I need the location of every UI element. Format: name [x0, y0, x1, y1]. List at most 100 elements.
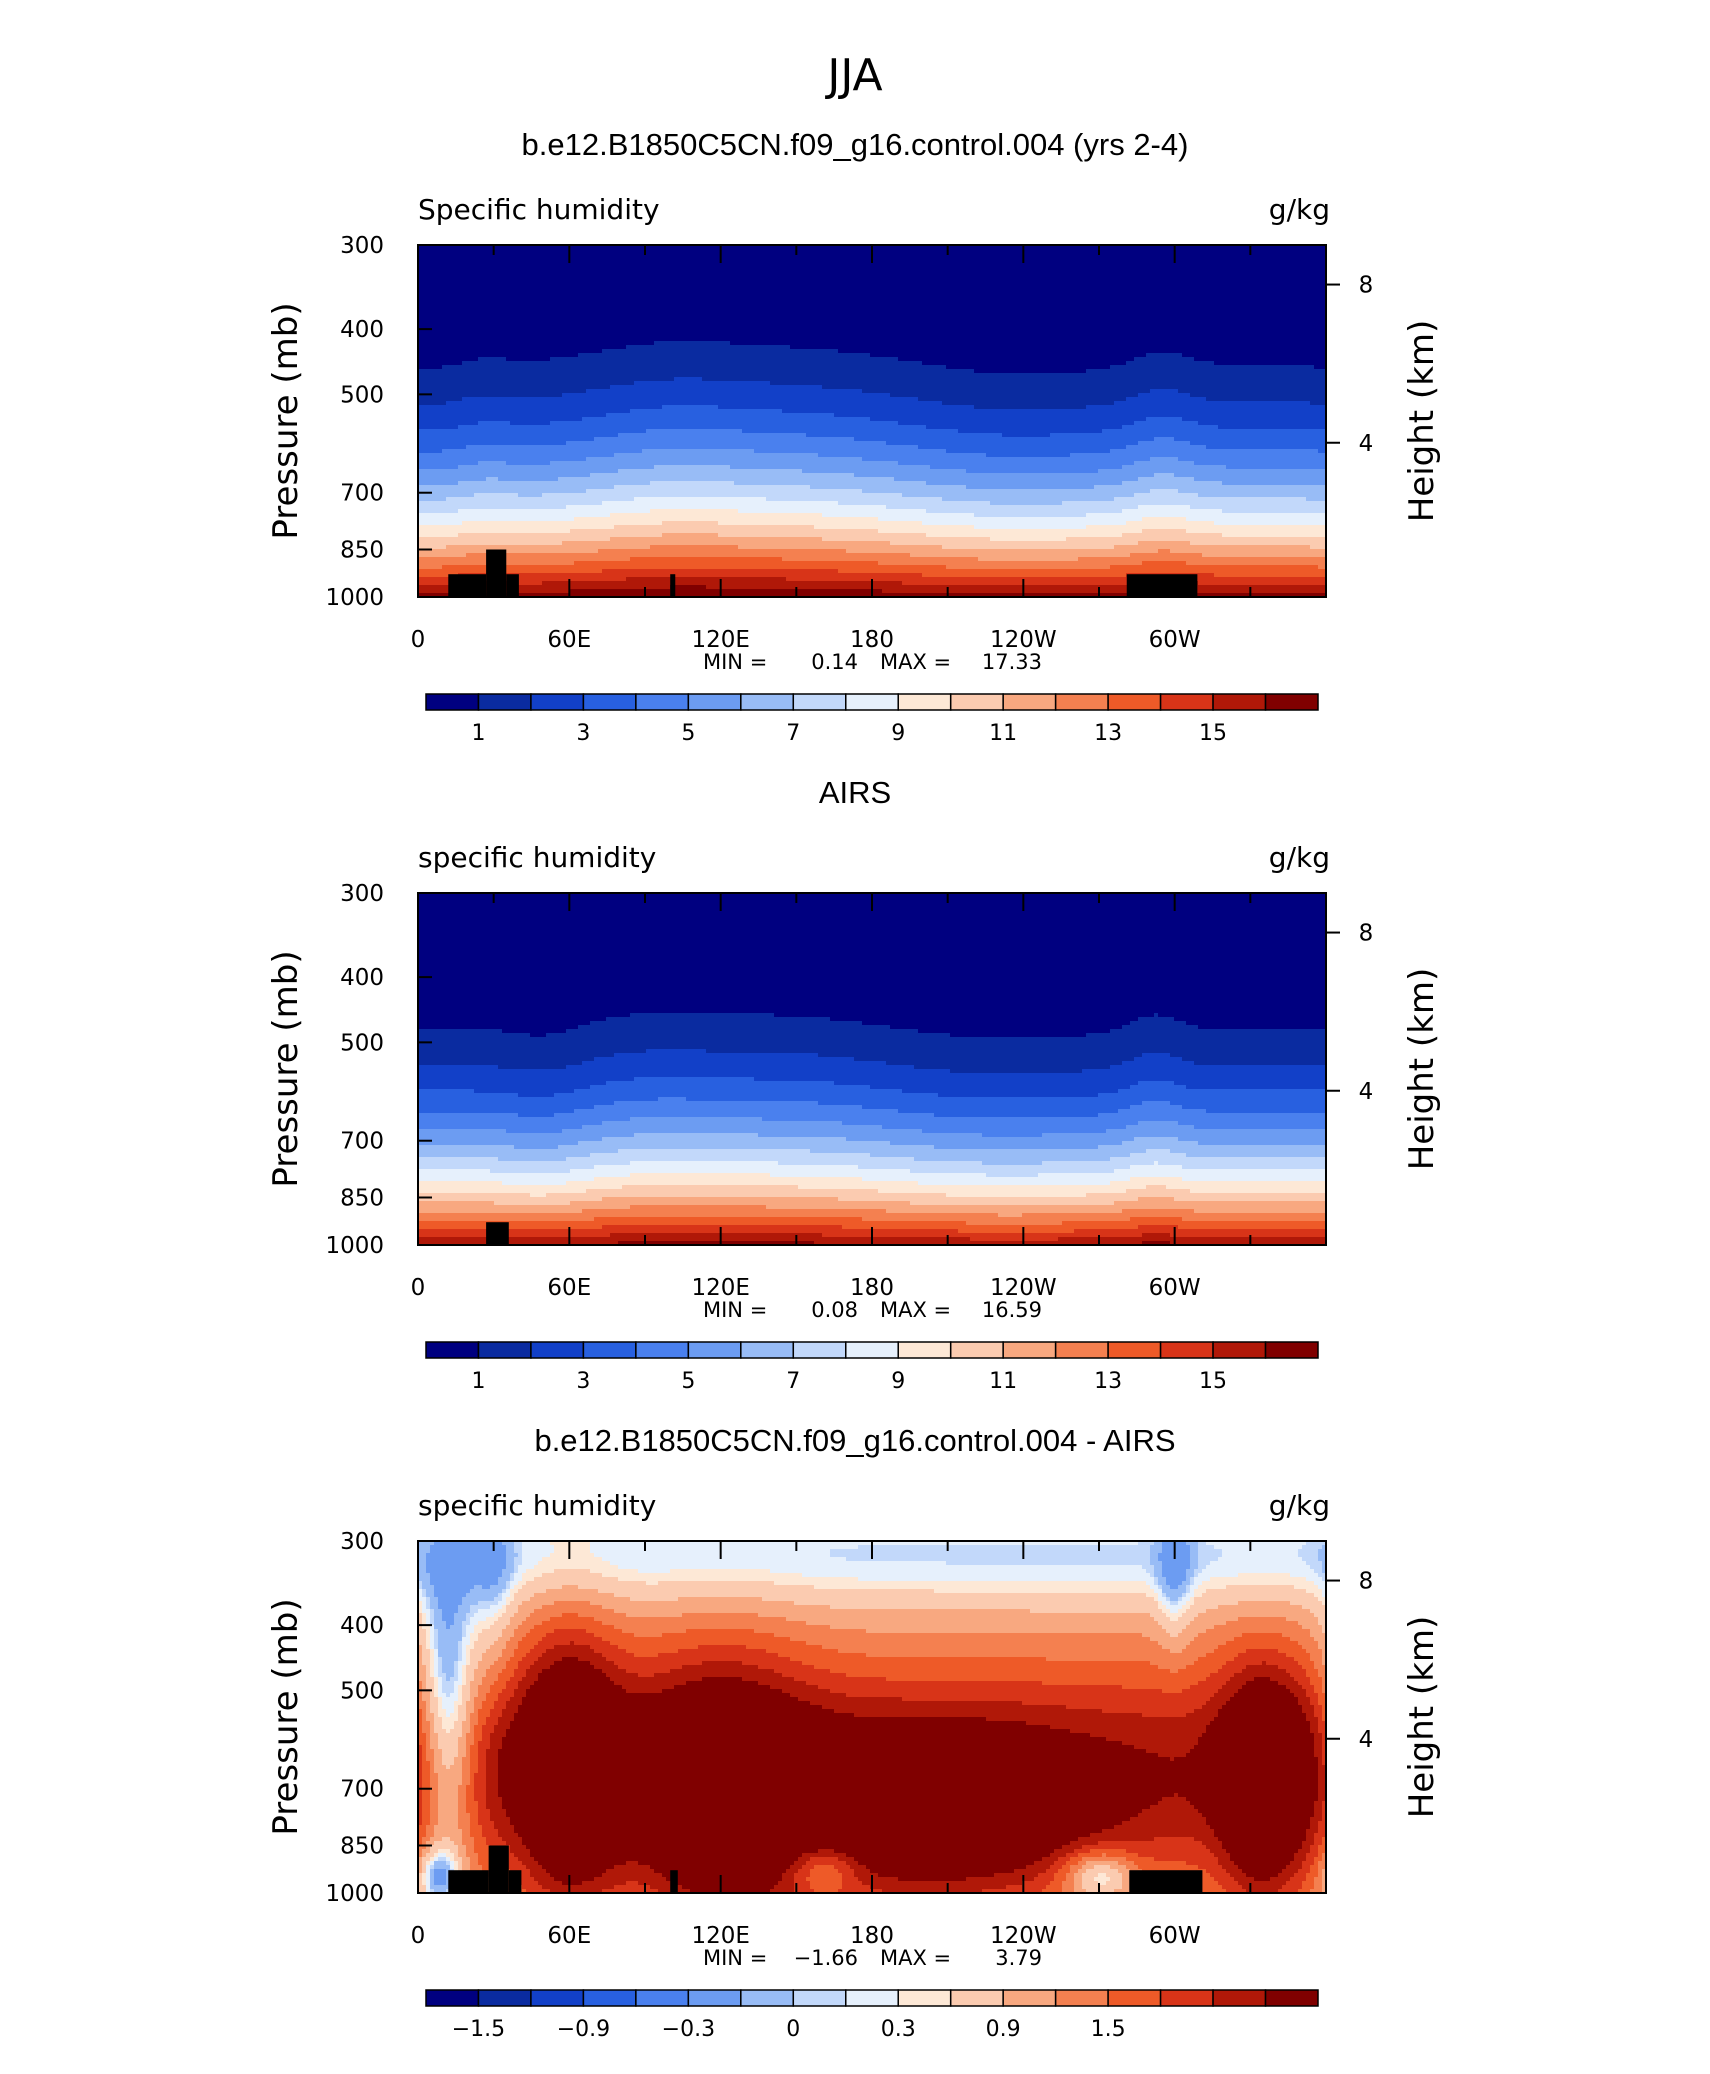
field-cells	[418, 1541, 1326, 1893]
colorbar-swatch	[740, 1341, 795, 1359]
y-axis-right-title: Height (km)	[1402, 320, 1442, 523]
panel-2: AIRS specific humidity g/kg 0 60E 120E 180 120W…	[266, 775, 1442, 1394]
topography-block	[508, 1870, 522, 1893]
units-label: g/kg	[1269, 193, 1330, 226]
topography-mask	[448, 1845, 1203, 1893]
y-tick-label: 850	[340, 1833, 384, 1859]
max-label: MAX =	[880, 1946, 951, 1970]
y-tick-label: 500	[340, 382, 384, 408]
y-tick-label: 500	[340, 1678, 384, 1704]
x-tick-label: 180	[850, 1923, 894, 1949]
colorbar: 1 3 5 7 9 11 13 15	[425, 1341, 1319, 1394]
colorbar-swatch	[897, 1989, 952, 2007]
colorbar-swatch	[477, 1989, 532, 2007]
y-tick-label: 700	[340, 1129, 384, 1155]
topography-block	[1126, 574, 1198, 597]
max-value: 16.59	[982, 1298, 1042, 1322]
panel-title: b.e12.B1850C5CN.f09_g16.control.004 - AI…	[534, 1423, 1175, 1458]
colorbar-label: −1.5	[452, 2017, 505, 2042]
colorbar-swatch	[792, 1341, 847, 1359]
min-max: MIN = 0.14 MAX = 17.33	[703, 650, 1042, 674]
x-tick-label: 0	[411, 1923, 426, 1949]
y-axis-right: 8 4 Height (km)	[1326, 1569, 1442, 1818]
y-tick-label: 500	[340, 1030, 384, 1056]
x-tick-label: 60E	[547, 627, 591, 653]
colorbar-swatch	[1159, 1341, 1214, 1359]
colorbar-swatch	[530, 1341, 585, 1359]
y-axis: 300 400 500 700 850 1000 Pressure (mb)	[266, 881, 432, 1259]
y-tick-label: 850	[340, 1185, 384, 1211]
y-tick-label: 400	[340, 1613, 384, 1639]
colorbar: −1.5 −0.9 −0.3 0 0.3 0.9 1.5	[425, 1989, 1319, 2042]
y-axis-right-title: Height (km)	[1402, 968, 1442, 1171]
colorbar-label: 9	[891, 1369, 905, 1394]
y-tick-label: 300	[340, 1529, 384, 1555]
x-tick-label: 0	[411, 1275, 426, 1301]
colorbar-swatch	[1264, 1341, 1319, 1359]
colorbar-swatch	[635, 693, 690, 711]
colorbar-label: 5	[681, 721, 695, 746]
panel-title: AIRS	[819, 775, 891, 810]
topography-mask	[486, 1222, 509, 1245]
x-axis: 0 60E 120E 180 120W 60W	[411, 1541, 1327, 1949]
colorbar-label: 9	[891, 721, 905, 746]
colorbar-swatch	[477, 1341, 532, 1359]
colorbar-swatch	[635, 1341, 690, 1359]
panel-title: b.e12.B1850C5CN.f09_g16.control.004 (yrs…	[522, 127, 1189, 162]
colorbar-label: 11	[989, 721, 1017, 746]
colorbar-swatch	[687, 1341, 742, 1359]
colorbar-label: 1	[471, 721, 485, 746]
colorbar-swatch	[1002, 693, 1057, 711]
field-cells	[418, 893, 1326, 1245]
topography-block	[670, 574, 676, 597]
colorbar-swatch	[845, 1989, 899, 2007]
colorbar-label: 3	[576, 1369, 590, 1394]
colorbar-swatch	[425, 693, 480, 711]
colorbar-swatch	[530, 1989, 585, 2007]
colorbar-swatch	[740, 1989, 795, 2007]
panel-3: b.e12.B1850C5CN.f09_g16.control.004 - AI…	[266, 1423, 1442, 2042]
colorbar-swatch	[1212, 693, 1267, 711]
y-tick-right-label: 8	[1359, 921, 1374, 947]
max-value: 17.33	[982, 650, 1042, 674]
y-tick-label: 700	[340, 1777, 384, 1803]
x-tick-label: 180	[850, 627, 894, 653]
colorbar-swatch	[582, 1341, 637, 1359]
min-max: MIN = 0.08 MAX = 16.59	[703, 1298, 1042, 1322]
colorbar-label: −0.3	[662, 2017, 715, 2042]
colorbar-label: 15	[1199, 1369, 1227, 1394]
colorbar-swatch	[1264, 1989, 1319, 2007]
y-axis-right: 8 4 Height (km)	[1326, 273, 1442, 523]
y-tick-label: 400	[340, 317, 384, 343]
y-axis: 300 400 500 700 850 1000 Pressure (mb)	[266, 1529, 432, 1907]
y-axis-title: Pressure (mb)	[266, 950, 306, 1187]
colorbar-swatch	[897, 1341, 952, 1359]
units-label: g/kg	[1269, 841, 1330, 874]
y-tick-right-label: 4	[1359, 431, 1374, 457]
colorbar-label: 0.9	[986, 2017, 1021, 2042]
colorbar-swatch	[425, 1989, 480, 2007]
y-tick-label: 700	[340, 481, 384, 507]
colorbar-label: 1	[471, 1369, 485, 1394]
colorbar-swatch	[792, 693, 847, 711]
colorbar-swatch	[897, 693, 952, 711]
y-tick-right-label: 4	[1359, 1079, 1374, 1105]
colorbar-label: −0.9	[557, 2017, 610, 2042]
topography-block	[448, 574, 487, 597]
min-label: MIN =	[703, 650, 767, 674]
x-tick-label: 120W	[990, 627, 1057, 653]
colorbar-label: 13	[1094, 1369, 1122, 1394]
x-tick-label: 60E	[547, 1923, 591, 1949]
colorbar-swatch	[687, 1989, 742, 2007]
colorbar-swatch	[582, 693, 637, 711]
colorbar-swatch	[1054, 1989, 1109, 2007]
colorbar-label: 3	[576, 721, 590, 746]
colorbar-swatch	[1107, 693, 1162, 711]
max-value: 3.79	[995, 1946, 1042, 1970]
topography-block	[448, 1870, 489, 1893]
x-tick-label: 60W	[1149, 627, 1201, 653]
y-axis: 300 400 500 700 850 1000 Pressure (mb)	[266, 233, 432, 611]
colorbar-swatch	[530, 693, 585, 711]
min-label: MIN =	[703, 1946, 767, 1970]
x-tick-label: 120E	[691, 1923, 749, 1949]
